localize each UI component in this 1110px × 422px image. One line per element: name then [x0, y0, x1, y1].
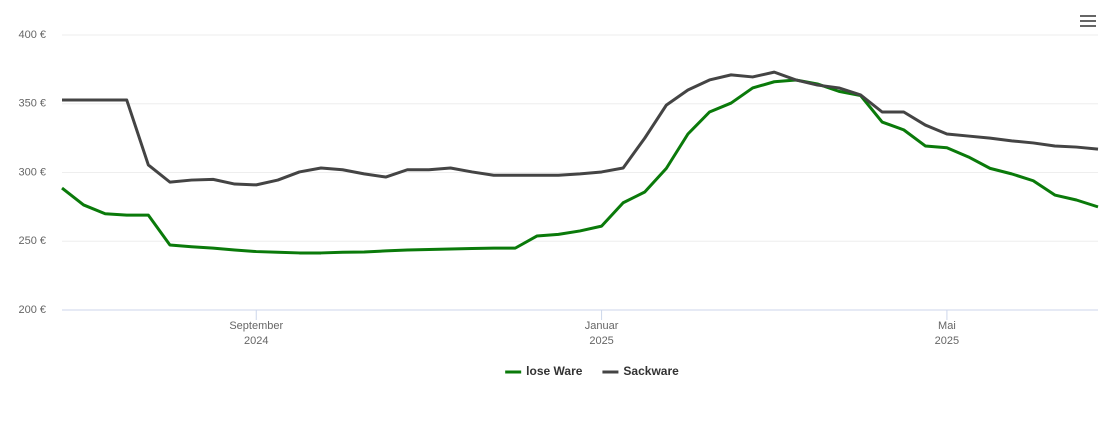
menu-icon[interactable] — [1080, 15, 1096, 27]
x-tick-label: September — [229, 320, 283, 332]
x-tick-label: Mai — [938, 320, 956, 332]
legend-item[interactable]: Sackware — [602, 364, 679, 378]
legend-label: lose Ware — [526, 364, 583, 378]
series-line — [62, 70, 1099, 187]
y-tick-label: 300 € — [18, 166, 46, 178]
x-tick-label: 2025 — [935, 335, 959, 347]
y-tick-label: 200 € — [18, 304, 46, 316]
x-tick-label: 2025 — [589, 335, 613, 347]
legend: lose Ware Sackware — [505, 364, 679, 378]
y-tick-label: 350 € — [18, 98, 46, 110]
y-tick-label: 400 € — [18, 29, 46, 41]
x-tick-label: Januar — [585, 320, 619, 332]
y-tick-label: 250 € — [18, 235, 46, 247]
x-tick-label: 2024 — [244, 335, 268, 347]
legend-label: Sackware — [623, 364, 679, 378]
legend-item[interactable]: lose Ware — [505, 364, 583, 378]
series-line — [61, 78, 1099, 255]
